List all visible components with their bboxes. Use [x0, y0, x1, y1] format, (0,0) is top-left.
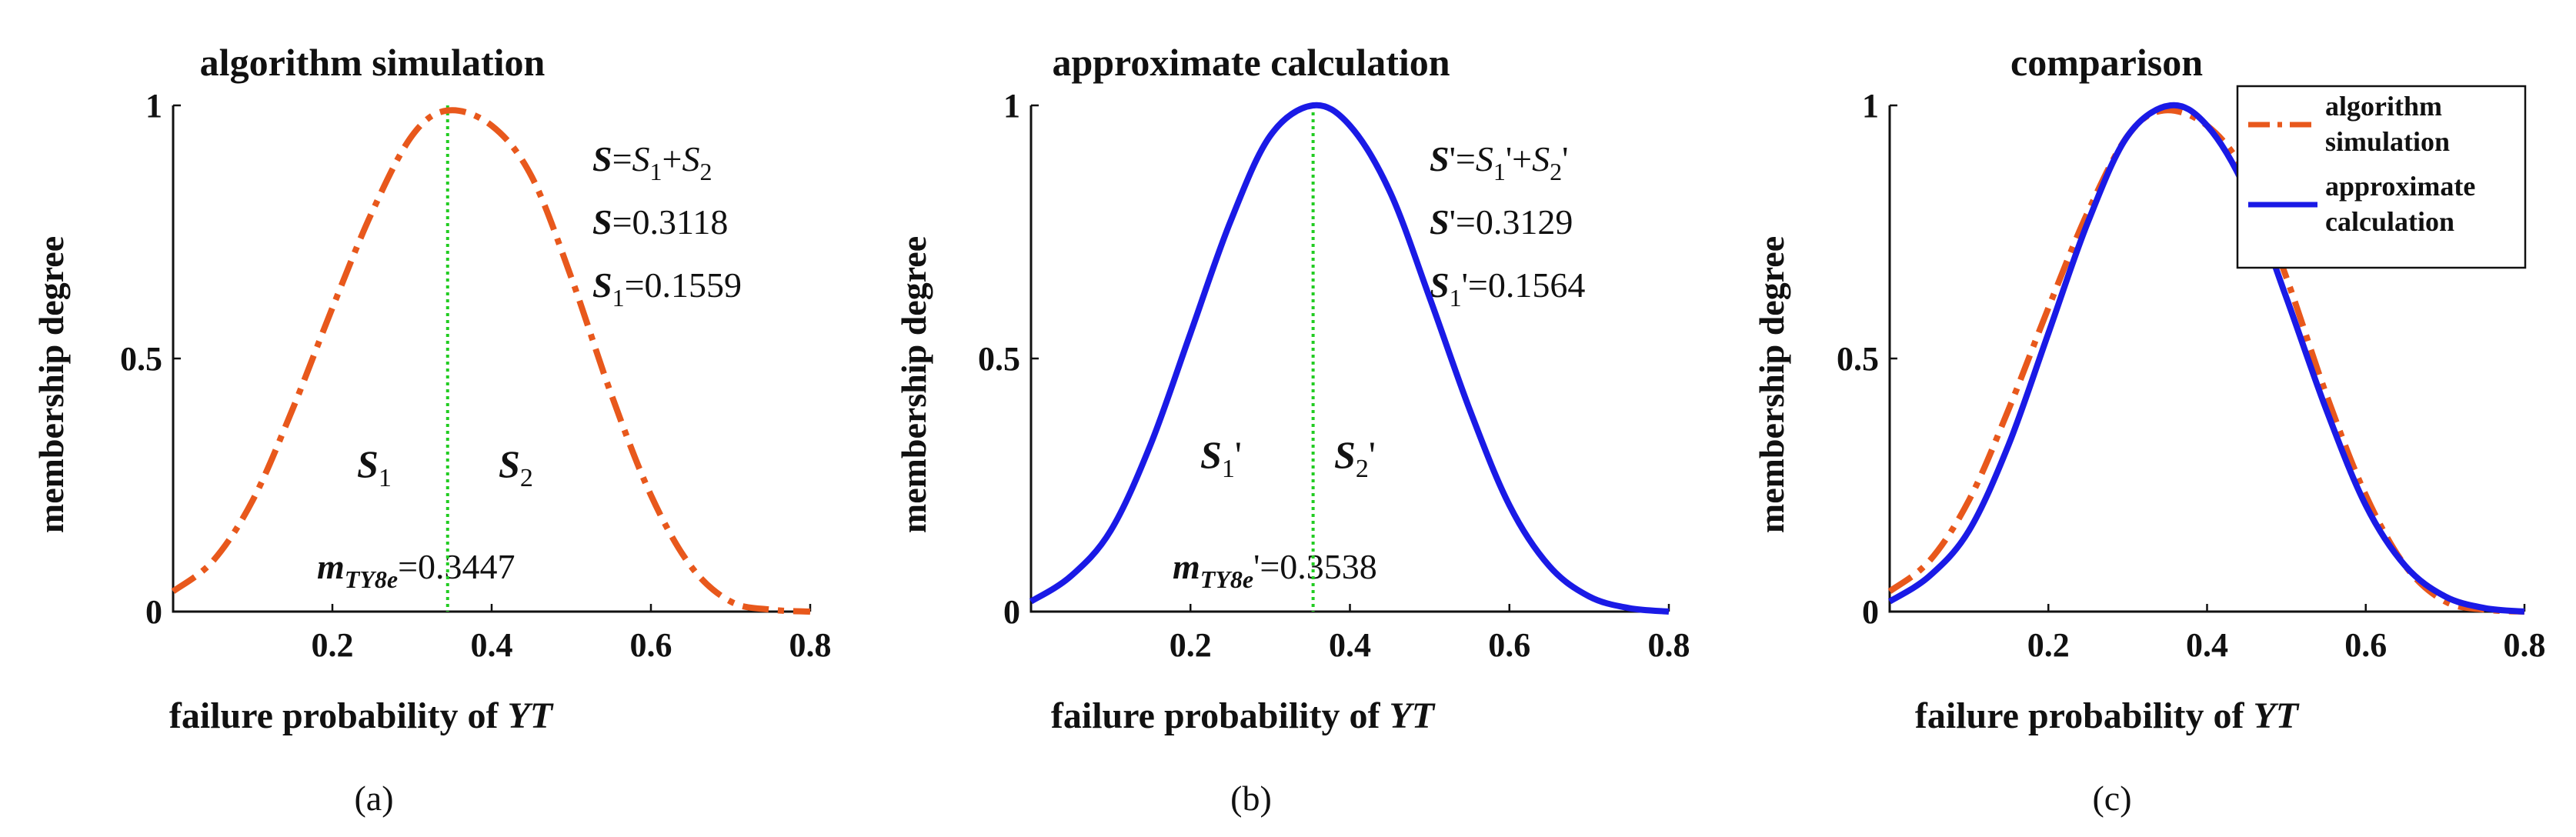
panel-a: algorithm simulation membership degree f… [32, 41, 832, 818]
x-tick-label: 0.8 [789, 626, 832, 664]
y-axis-label: membership degree [894, 236, 933, 533]
y-tick-label: 0 [1003, 593, 1020, 631]
chart-title: algorithm simulation [200, 41, 546, 84]
x-tick-label: 0.8 [1648, 626, 1690, 664]
equation-total: S=0.3118 [592, 202, 728, 242]
x-tick-label: 0.4 [471, 626, 513, 664]
region-label-right: S2' [1334, 433, 1376, 483]
x-axis-label: failure probability of YT [169, 695, 554, 736]
series-line-1 [1887, 102, 2525, 615]
legend: algorithm simulation approximate calculati… [2236, 85, 2527, 269]
axes [172, 105, 810, 613]
x-tick-label: 0.6 [2344, 626, 2387, 664]
panel-b: approximate calculation membership degre… [894, 41, 1690, 818]
panel-caption: (a) [354, 779, 393, 818]
x-axis-label: failure probability of YT [1915, 695, 2300, 736]
mean-label: mTY8e=0.3447 [317, 547, 516, 593]
y-tick-label: 0.5 [120, 340, 162, 378]
mean-label: mTY8e'=0.3538 [1173, 547, 1377, 593]
equation-half: S1'=0.1564 [1430, 265, 1585, 312]
equation-total: S'=0.3129 [1430, 202, 1573, 242]
axes [1029, 105, 1669, 613]
panel-caption: (c) [2092, 779, 2131, 818]
y-tick-label: 1 [145, 87, 162, 125]
x-tick-label: 0.2 [2027, 626, 2070, 664]
x-tick-label: 0.4 [1329, 626, 1371, 664]
region-label-right: S2 [499, 442, 533, 492]
chart-title: approximate calculation [1052, 41, 1450, 84]
panel-c: comparison membership degree failure pro… [1752, 41, 2546, 818]
region-label-left: S1' [1200, 433, 1242, 483]
series-line-0 [1029, 102, 1670, 615]
equation-half: S1=0.1559 [592, 265, 742, 312]
x-tick-label: 0.4 [2186, 626, 2228, 664]
chart-title: comparison [2010, 41, 2203, 84]
legend-label-approximate: approximate calculation [2325, 171, 2475, 237]
legend-frame [2236, 85, 2527, 269]
equation-sum: S=S1+S2 [592, 139, 712, 185]
series-line-0 [171, 107, 811, 615]
x-tick-label: 0.6 [630, 626, 672, 664]
panel-caption: (b) [1230, 779, 1272, 818]
y-tick-label: 0 [1862, 593, 1879, 631]
x-tick-label: 0.8 [2504, 626, 2546, 664]
y-axis-label: membership degree [1752, 236, 1791, 533]
y-tick-label: 0 [145, 593, 162, 631]
y-tick-label: 1 [1003, 87, 1020, 125]
y-axis-label: membership degree [32, 236, 71, 533]
y-tick-label: 0.5 [1837, 340, 1879, 378]
x-axis-label: failure probability of YT [1051, 695, 1436, 736]
x-tick-label: 0.2 [312, 626, 354, 664]
region-label-left: S1 [357, 442, 392, 492]
x-tick-label: 0.2 [1170, 626, 1212, 664]
equation-sum: S'=S1'+S2' [1430, 139, 1568, 185]
y-tick-label: 1 [1862, 87, 1879, 125]
legend-label-algorithm: algorithm simulation [2325, 91, 2450, 157]
x-tick-label: 0.6 [1488, 626, 1530, 664]
y-tick-label: 0.5 [978, 340, 1020, 378]
